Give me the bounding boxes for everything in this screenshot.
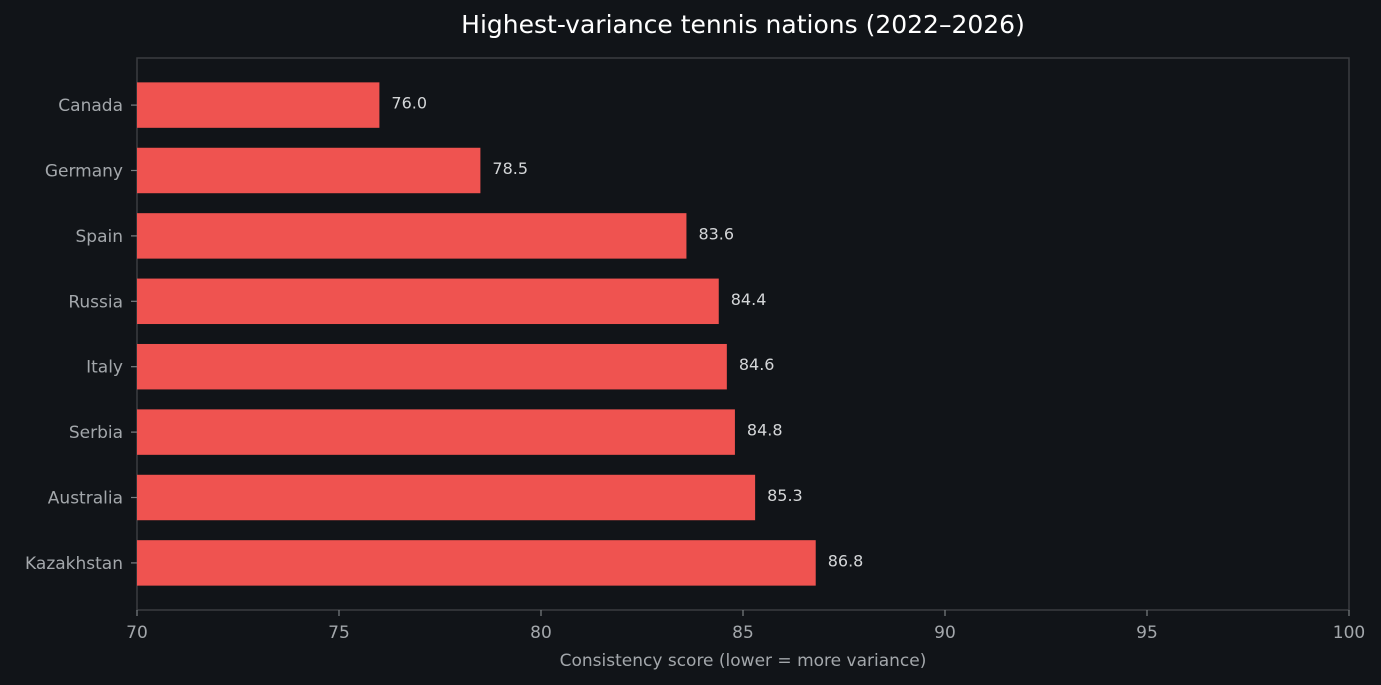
bar xyxy=(137,278,719,325)
bar xyxy=(137,147,481,194)
value-label: 78.5 xyxy=(492,159,528,178)
x-axis-label: Consistency score (lower = more variance… xyxy=(560,651,927,671)
value-label: 84.6 xyxy=(739,355,775,374)
bar xyxy=(137,409,735,455)
value-label: 84.8 xyxy=(747,421,783,440)
x-tick-label: 100 xyxy=(1333,623,1365,643)
bar xyxy=(137,474,756,521)
y-tick-label: Spain xyxy=(76,227,124,247)
y-tick-label: Kazakhstan xyxy=(25,554,123,574)
value-label: 86.8 xyxy=(828,551,864,570)
y-tick-label: Canada xyxy=(58,96,123,116)
value-label: 83.6 xyxy=(698,224,734,243)
x-tick-label: 90 xyxy=(934,623,956,643)
y-tick-label: Serbia xyxy=(69,423,123,443)
bar xyxy=(137,213,687,259)
chart-title: Highest-variance tennis nations (2022–20… xyxy=(461,10,1025,39)
value-label: 85.3 xyxy=(767,486,803,505)
y-tick-label: Germany xyxy=(45,161,123,181)
x-tick-label: 95 xyxy=(1136,623,1158,643)
value-label: 76.0 xyxy=(391,94,427,113)
x-tick-label: 80 xyxy=(530,623,552,643)
x-tick-label: 85 xyxy=(732,623,754,643)
bar xyxy=(137,540,816,586)
value-label: 84.4 xyxy=(731,290,767,309)
y-tick-label: Australia xyxy=(48,489,123,509)
x-tick-label: 70 xyxy=(126,623,148,643)
y-tick-label: Italy xyxy=(86,358,123,378)
bar xyxy=(137,82,380,128)
x-tick-label: 75 xyxy=(328,623,350,643)
y-tick-label: Russia xyxy=(68,292,123,312)
bar xyxy=(137,343,727,390)
